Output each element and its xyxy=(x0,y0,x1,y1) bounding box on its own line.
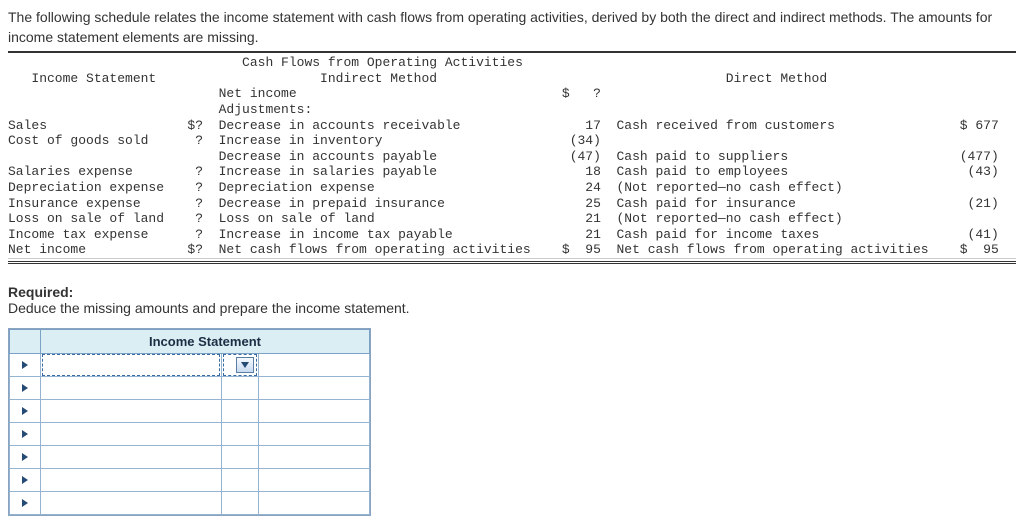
account-cell[interactable] xyxy=(41,353,222,376)
dashed-placeholder xyxy=(42,354,220,376)
chevron-right-icon xyxy=(22,476,28,484)
row-handle[interactable] xyxy=(10,491,41,514)
account-cell[interactable] xyxy=(41,422,222,445)
input-row xyxy=(10,376,370,399)
chevron-right-icon xyxy=(22,453,28,461)
corner-cell xyxy=(10,329,41,353)
required-section: Required: Deduce the missing amounts and… xyxy=(8,284,1016,316)
required-label: Required: xyxy=(8,284,73,300)
row-handle[interactable] xyxy=(10,399,41,422)
chevron-right-icon xyxy=(22,361,28,369)
table-bottom-rule xyxy=(8,261,1016,264)
input-grid-title: Income Statement xyxy=(41,329,370,353)
dropdown-cell[interactable] xyxy=(222,491,259,514)
row-handle[interactable] xyxy=(10,468,41,491)
account-cell[interactable] xyxy=(41,399,222,422)
dropdown-cell[interactable] xyxy=(222,376,259,399)
amount-cell[interactable] xyxy=(259,445,370,468)
dropdown[interactable] xyxy=(223,354,257,376)
chevron-right-icon xyxy=(22,407,28,415)
input-row xyxy=(10,399,370,422)
row-handle[interactable] xyxy=(10,376,41,399)
schedule-table: Cash Flows from Operating Activities Inc… xyxy=(8,55,1016,258)
input-row xyxy=(10,491,370,514)
chevron-right-icon xyxy=(22,430,28,438)
input-grid: Income Statement xyxy=(9,329,370,515)
input-row xyxy=(10,353,370,376)
amount-cell[interactable] xyxy=(259,376,370,399)
intro-paragraph: The following schedule relates the incom… xyxy=(8,8,1016,47)
amount-cell[interactable] xyxy=(259,399,370,422)
amount-cell[interactable] xyxy=(259,422,370,445)
account-cell[interactable] xyxy=(41,376,222,399)
row-handle[interactable] xyxy=(10,422,41,445)
amount-cell[interactable] xyxy=(259,353,370,376)
dropdown-cell[interactable] xyxy=(222,445,259,468)
income-statement-input: Income Statement xyxy=(8,328,371,516)
account-cell[interactable] xyxy=(41,445,222,468)
amount-cell[interactable] xyxy=(259,491,370,514)
required-text: Deduce the missing amounts and prepare t… xyxy=(8,300,410,316)
chevron-right-icon xyxy=(22,499,28,507)
input-row xyxy=(10,422,370,445)
dropdown-cell[interactable] xyxy=(222,422,259,445)
chevron-right-icon xyxy=(22,384,28,392)
row-handle[interactable] xyxy=(10,445,41,468)
schedule-container: Cash Flows from Operating Activities Inc… xyxy=(8,51,1016,259)
input-row xyxy=(10,468,370,491)
dropdown-cell[interactable] xyxy=(222,353,259,376)
row-handle[interactable] xyxy=(10,353,41,376)
input-row xyxy=(10,445,370,468)
account-cell[interactable] xyxy=(41,468,222,491)
dropdown-cell[interactable] xyxy=(222,399,259,422)
amount-cell[interactable] xyxy=(259,468,370,491)
dropdown-cell[interactable] xyxy=(222,468,259,491)
account-cell[interactable] xyxy=(41,491,222,514)
chevron-down-icon xyxy=(236,357,254,373)
